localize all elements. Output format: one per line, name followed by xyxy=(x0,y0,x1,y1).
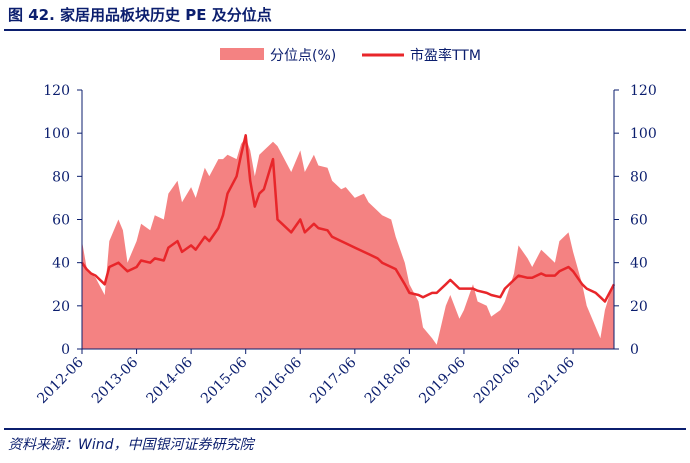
legend-label-area: 分位点(%) xyxy=(270,48,336,64)
x-tick-label: 2013-06 xyxy=(89,354,142,407)
x-tick-label: 2019-06 xyxy=(416,354,469,407)
y-left-tick-label: 0 xyxy=(61,342,70,358)
x-tick-label: 2020-06 xyxy=(471,354,524,407)
plot-area xyxy=(80,134,616,349)
x-tick-label: 2018-06 xyxy=(362,354,415,407)
y-left-tick-label: 20 xyxy=(52,299,70,315)
y-left-tick-label: 100 xyxy=(43,126,70,142)
x-tick-label: 2021-06 xyxy=(525,354,578,407)
y-right-tick-label: 40 xyxy=(630,256,648,272)
legend-label-line: 市盈率TTM xyxy=(410,47,481,64)
x-tick-label: 2016-06 xyxy=(253,354,306,407)
y-right-tick-label: 0 xyxy=(630,342,639,358)
chart: 分位点(%) 市盈率TTM 0 20 40 60 80 100 120 0 20 40 60 80 10… xyxy=(34,47,657,407)
x-tick-label: 2014-06 xyxy=(143,354,196,407)
y-right-tick-label: 80 xyxy=(630,169,648,185)
y-right-tick-label: 60 xyxy=(630,213,648,229)
y-left-tick-label: 120 xyxy=(43,83,70,99)
y-right-tick-label: 100 xyxy=(630,126,657,142)
bottom-rule xyxy=(4,428,686,430)
y-right-tick-label: 120 xyxy=(630,83,657,99)
x-tick-label: 2015-06 xyxy=(198,354,251,407)
y-right-tick-label: 20 xyxy=(630,299,648,315)
line-series-pe-ttm xyxy=(80,134,616,303)
legend: 分位点(%) 市盈率TTM xyxy=(220,47,481,64)
y-left-tick-label: 80 xyxy=(52,169,70,185)
y-left-tick-label: 40 xyxy=(52,256,70,272)
source-note: 资料来源：Wind，中国银河证券研究院 xyxy=(8,437,254,453)
legend-swatch-area xyxy=(220,48,264,60)
top-rule xyxy=(4,29,686,31)
figure-title: 图 42. 家居用品板块历史 PE 及分位点 xyxy=(8,6,272,24)
y-left-tick-label: 60 xyxy=(52,213,70,229)
x-tick-label: 2017-06 xyxy=(307,354,360,407)
x-tick-label: 2012-06 xyxy=(34,354,87,407)
